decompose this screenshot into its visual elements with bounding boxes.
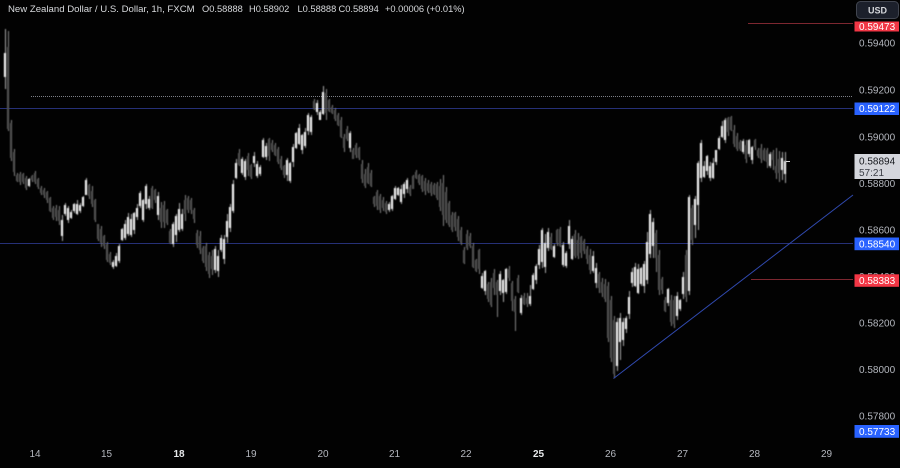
svg-text:26: 26 bbox=[605, 449, 617, 460]
svg-text:New Zealand Dollar / U.S. Doll: New Zealand Dollar / U.S. Dollar, 1h, FX… bbox=[8, 4, 195, 15]
svg-text:21: 21 bbox=[389, 449, 401, 460]
svg-text:0.59200: 0.59200 bbox=[859, 86, 896, 97]
svg-text:0.58000: 0.58000 bbox=[859, 365, 896, 376]
svg-text:57:21: 57:21 bbox=[859, 168, 884, 179]
svg-text:25: 25 bbox=[533, 449, 545, 460]
svg-text:19: 19 bbox=[245, 449, 257, 460]
svg-text:+0.00006 (+0.01%): +0.00006 (+0.01%) bbox=[385, 4, 465, 14]
svg-text:0.58540: 0.58540 bbox=[859, 239, 896, 250]
svg-text:0.59473: 0.59473 bbox=[859, 22, 896, 33]
svg-text:0.57733: 0.57733 bbox=[859, 427, 896, 438]
svg-text:29: 29 bbox=[821, 449, 833, 460]
svg-text:0.59400: 0.59400 bbox=[859, 39, 896, 50]
svg-text:L0.58888: L0.58888 bbox=[298, 4, 337, 14]
svg-text:22: 22 bbox=[460, 449, 472, 460]
svg-text:0.58600: 0.58600 bbox=[859, 225, 896, 236]
svg-text:18: 18 bbox=[173, 449, 185, 460]
svg-text:C0.58894: C0.58894 bbox=[339, 4, 379, 14]
svg-text:H0.58902: H0.58902 bbox=[249, 4, 289, 14]
svg-text:15: 15 bbox=[101, 449, 113, 460]
svg-text:0.59122: 0.59122 bbox=[859, 104, 896, 115]
svg-text:14: 14 bbox=[29, 449, 41, 460]
svg-text:0.58200: 0.58200 bbox=[859, 318, 896, 329]
svg-text:27: 27 bbox=[677, 449, 689, 460]
svg-text:0.57800: 0.57800 bbox=[859, 411, 896, 422]
svg-text:20: 20 bbox=[317, 449, 329, 460]
svg-text:0.58800: 0.58800 bbox=[859, 179, 896, 190]
svg-text:0.58383: 0.58383 bbox=[859, 276, 896, 287]
svg-text:0.58894: 0.58894 bbox=[859, 157, 896, 168]
svg-text:O0.58888: O0.58888 bbox=[202, 4, 243, 14]
svg-text:0.59000: 0.59000 bbox=[859, 132, 896, 143]
svg-text:USD: USD bbox=[868, 6, 888, 16]
svg-text:28: 28 bbox=[749, 449, 761, 460]
